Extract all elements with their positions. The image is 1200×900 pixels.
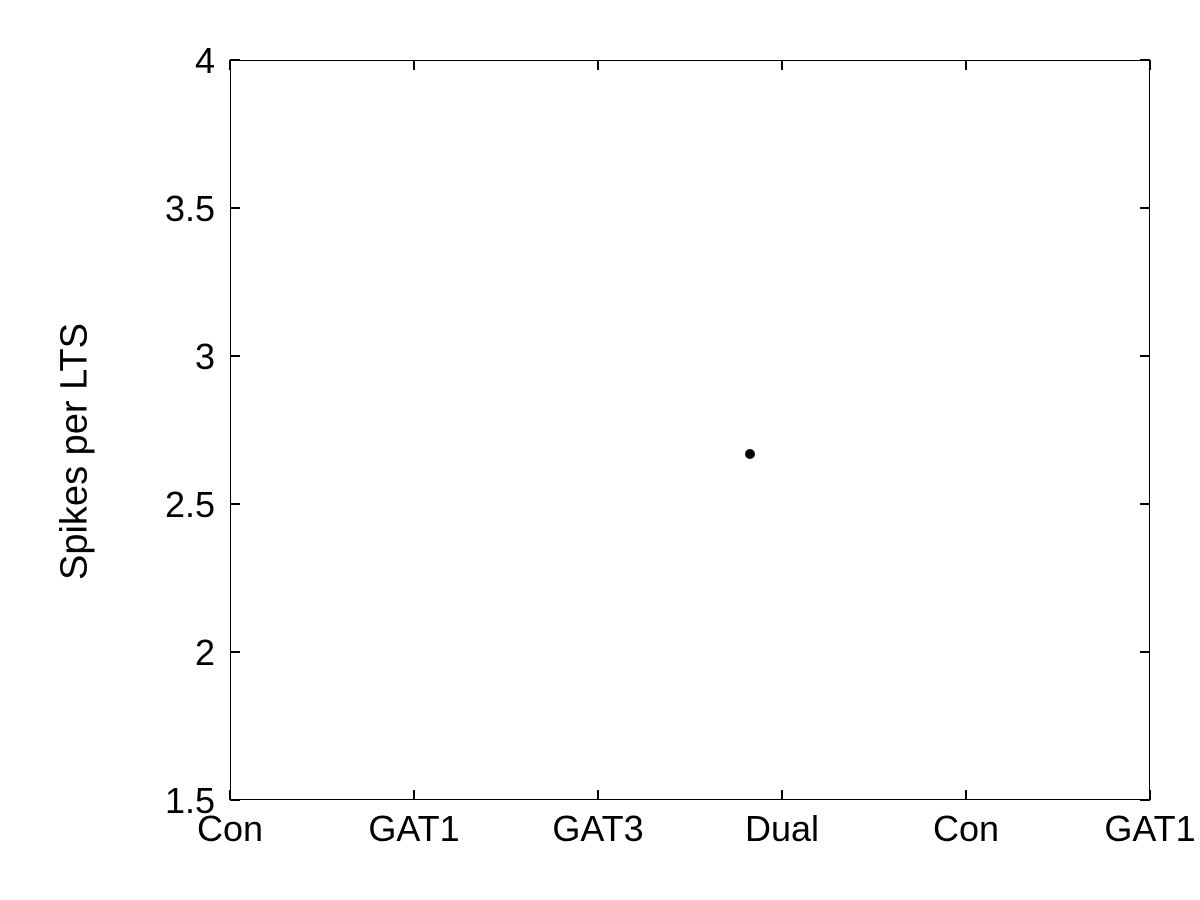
x-tick-label: Con [197,808,263,850]
y-tick-mark [230,207,240,209]
y-tick-label: 3 [135,336,215,378]
y-tick-mark [1140,207,1150,209]
y-tick-mark [230,503,240,505]
x-tick-mark [229,790,231,800]
y-tick-label: 2.5 [135,484,215,526]
x-tick-label: GAT1 [368,808,459,850]
x-tick-mark [781,60,783,70]
x-tick-label: Dual [745,808,819,850]
x-tick-label: GAT3 [552,808,643,850]
data-point [745,449,755,459]
y-tick-mark [1140,355,1150,357]
y-tick-label: 4 [135,40,215,82]
chart-container: Spikes per LTS 1.522.533.54 ConGAT1GAT3D… [60,40,1160,860]
x-tick-mark [413,60,415,70]
y-tick-mark [230,355,240,357]
x-tick-mark [781,790,783,800]
y-tick-mark [1140,503,1150,505]
y-tick-label: 3.5 [135,188,215,230]
y-tick-mark [230,651,240,653]
y-tick-mark [230,59,240,61]
x-tick-mark [413,790,415,800]
x-tick-label: GAT1 [1104,808,1195,850]
y-tick-label: 2 [135,632,215,674]
x-tick-mark [1149,60,1151,70]
x-tick-mark [1149,790,1151,800]
x-tick-mark [965,790,967,800]
x-tick-mark [597,60,599,70]
x-tick-label: Con [933,808,999,850]
x-tick-mark [597,790,599,800]
x-tick-mark [965,60,967,70]
x-tick-mark [229,60,231,70]
y-tick-mark [1140,651,1150,653]
y-tick-mark [230,799,240,801]
y-axis-label: Spikes per LTS [54,302,97,602]
plot-area [230,60,1150,800]
